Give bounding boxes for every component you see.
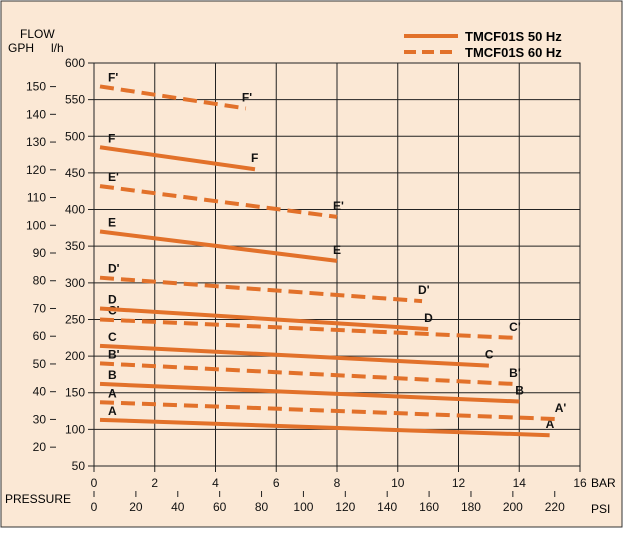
series-line (99, 84, 247, 111)
series-line (99, 417, 550, 438)
y-gph-tick-label: 150 (26, 80, 46, 94)
x-bar-tick-label: 12 (452, 476, 466, 490)
pressure-axis-label: PRESSURE (5, 492, 71, 506)
series-start-label: F' (108, 70, 118, 84)
series-start-label: E' (108, 170, 119, 184)
legend-label-50hz: TMCF01S 50 Hz (465, 29, 562, 44)
series-line (99, 275, 423, 304)
x-psi-tick-label: 160 (419, 500, 439, 514)
x-bar-tick-label: 16 (573, 476, 587, 490)
series-line (99, 343, 489, 368)
series-line (99, 381, 520, 404)
series-end-label: D' (418, 283, 430, 297)
y-gph-tick-label: 110 (27, 191, 46, 205)
y-lh-tick-label: 450 (65, 166, 85, 180)
y-gph-tick-label: 130 (26, 135, 46, 149)
y-lh-tick-label: 600 (65, 56, 85, 70)
y-gph-tick-label: 60 (33, 329, 47, 343)
series-start-label: A (108, 404, 117, 418)
lh-axis-label: l/h (51, 41, 64, 55)
x-bar-tick-label: 2 (151, 476, 158, 490)
series-end-label: F (251, 151, 258, 165)
series-line (99, 229, 338, 263)
y-gph-tick-label: 80 (33, 274, 47, 288)
gph-axis-label: GPH (8, 41, 34, 55)
y-gph-tick-label: 140 (26, 107, 46, 121)
x-psi-tick-label: 220 (545, 500, 565, 514)
series-start-label: D (108, 292, 117, 306)
flow-axis-label: FLOW (20, 27, 55, 41)
bar-axis-label: BAR (591, 476, 616, 490)
series-line (99, 361, 514, 386)
x-psi-tick-label: 20 (129, 500, 143, 514)
x-psi-tick-label: 80 (255, 500, 269, 514)
y-lh-tick-label: 250 (65, 312, 85, 326)
y-gph-tick-label: 50 (33, 357, 47, 371)
x-psi-tick-label: 100 (293, 500, 313, 514)
x-psi-tick-label: 140 (377, 500, 397, 514)
y-lh-tick-label: 100 (65, 422, 85, 436)
series-end-label: A' (555, 401, 567, 415)
series-start-label: D' (108, 262, 120, 276)
x-psi-tick-label: 180 (461, 500, 481, 514)
y-gph-tick-label: 90 (33, 246, 47, 260)
x-psi-tick-label: 60 (213, 500, 227, 514)
series-end-label: D (424, 311, 433, 325)
series-start-label: F (108, 131, 115, 145)
series-line (99, 184, 338, 219)
legend: TMCF01S 50 Hz TMCF01S 60 Hz (404, 29, 562, 60)
y-lh-tick-label: 350 (65, 239, 85, 253)
series-end-label: E' (333, 199, 344, 213)
series-line (99, 306, 429, 331)
y-lh-tick-label: 150 (65, 386, 85, 400)
y-gph-tick-label: 120 (26, 163, 46, 177)
series-start-label: B' (108, 347, 120, 361)
series-start-label: B (108, 368, 117, 382)
x-bar-tick-label: 6 (273, 476, 280, 490)
series-line (99, 400, 559, 422)
x-psi-tick-label: 200 (503, 500, 523, 514)
series-line (99, 145, 256, 172)
series-start-label: A (108, 386, 117, 400)
psi-axis-label: PSI (591, 502, 610, 516)
series-start-label: C (108, 330, 117, 344)
series-end-label: B (515, 384, 524, 398)
x-psi-tick-label: 120 (335, 500, 355, 514)
y-gph-tick-label: 100 (26, 218, 46, 232)
x-bar-tick-label: 4 (212, 476, 219, 490)
x-bar-tick-label: 8 (334, 476, 341, 490)
x-psi-tick-label: 0 (91, 500, 98, 514)
series-end-label: F' (242, 90, 252, 104)
y-gph-tick-label: 30 (33, 412, 47, 426)
legend-label-60hz: TMCF01S 60 Hz (465, 45, 562, 60)
series-end-label: A (546, 417, 555, 431)
y-lh-tick-label: 200 (65, 349, 85, 363)
grid: 0 2 4 6 8 10 12 14 16501001502002503003504004505… (26, 56, 587, 514)
x-bar-tick-label: 14 (513, 476, 527, 490)
y-gph-tick-label: 40 (33, 385, 47, 399)
y-lh-tick-label: 500 (65, 129, 85, 143)
x-bar-tick-label: 0 (91, 476, 98, 490)
y-lh-tick-label: 400 (65, 203, 85, 217)
series-end-label: B' (509, 366, 521, 380)
x-psi-tick-label: 40 (171, 500, 185, 514)
y-gph-tick-label: 20 (33, 440, 47, 454)
axis-labels: FLOW GPH l/h BAR PRESSURE PSI (5, 27, 616, 516)
series-line (99, 317, 514, 340)
series-end-label: C' (509, 320, 521, 334)
series-end-label: C (485, 348, 494, 362)
series-start-label: E (108, 216, 116, 230)
series-end-label: E (333, 243, 341, 257)
y-lh-tick-label: 300 (65, 276, 85, 290)
x-bar-tick-label: 10 (391, 476, 405, 490)
y-gph-tick-label: 70 (33, 301, 47, 315)
y-lh-tick-label: 50 (72, 459, 86, 473)
y-lh-tick-label: 550 (65, 93, 85, 107)
